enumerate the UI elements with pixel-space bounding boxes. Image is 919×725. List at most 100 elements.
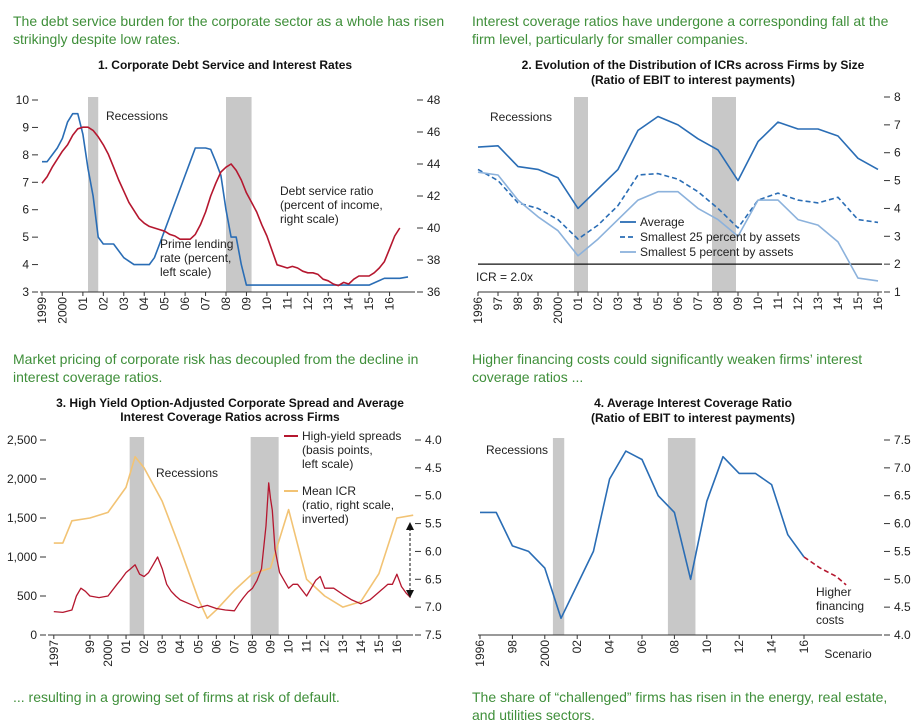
chart3-tick-label: 08 — [245, 640, 259, 654]
chart1-tick-label: 01 — [76, 297, 90, 311]
chart3-tick-label: 99 — [83, 640, 97, 654]
chart3-series-high-yield — [53, 482, 411, 614]
chart2-tick-label: 02 — [591, 297, 605, 311]
chart3-tick-label: 02 — [137, 640, 151, 654]
chart1-ytick-right-label: 46 — [427, 125, 441, 139]
chart3-ytick-right-label: 7.5 — [425, 628, 442, 642]
chart2-tick-label: 01 — [571, 297, 585, 311]
chart4-tick-label: 04 — [603, 640, 617, 654]
chart1-tick-label: 08 — [219, 297, 233, 311]
caption-bottom-left: ... resulting in a growing set of firms … — [13, 689, 340, 705]
chart4-ytick-right-label: 5.5 — [894, 544, 911, 558]
chart2-legend-label: Smallest 25 percent by assets — [640, 230, 800, 244]
chart1-tick-label: 06 — [178, 297, 192, 311]
chart4-tick-label: 98 — [505, 640, 519, 654]
chart3-ytick-right-label: 6.5 — [425, 572, 442, 586]
chart1-tick-label: 12 — [301, 297, 315, 311]
caption-top-left: The debt service burden for the corporat… — [13, 13, 445, 47]
chart2-series-average — [477, 115, 879, 210]
chart1-tick-label: 10 — [260, 297, 274, 311]
chart4-tick-label: 10 — [700, 640, 714, 654]
chart4-ytick-right-label: 4.5 — [894, 600, 911, 614]
chart1-tick-label: 14 — [342, 297, 356, 311]
chart1-series-label: Prime lending — [160, 237, 233, 251]
chart4-recession-band — [667, 438, 696, 635]
chart3-ytick-right-label: 7.0 — [425, 600, 442, 614]
chart3-series-label: (basis points, — [302, 443, 373, 457]
chart1-ytick-left-label: 7 — [22, 175, 29, 189]
chart1-series-debt-service — [41, 126, 401, 287]
chart4-subtitle: (Ratio of EBIT to interest payments) — [590, 411, 796, 425]
chart4-ytick-right-label: 4.0 — [894, 628, 911, 642]
chart1-ytick-left-label: 5 — [22, 230, 29, 244]
chart1-tick-label: 11 — [280, 297, 294, 310]
chart2-tick-label: 13 — [811, 297, 825, 311]
chart1-recessions-label: Recessions — [106, 109, 168, 123]
chart3-tick-label: 01 — [119, 640, 133, 654]
chart1-ytick-right-label: 36 — [427, 285, 441, 299]
chart1-tick-label: 15 — [362, 297, 376, 311]
chart4-ytick-right-label: 6.0 — [894, 517, 911, 531]
chart3-tick-label: 04 — [173, 640, 187, 654]
chart4-tick-label: 06 — [635, 640, 649, 654]
chart3-series-label: Mean ICR — [302, 484, 356, 498]
chart3-series-label: High-yield spreads — [302, 429, 401, 443]
chart2-series-smallest-5 — [477, 171, 879, 282]
chart2-legend-label: Average — [640, 215, 685, 229]
chart2-ytick-right-label: 2 — [894, 257, 901, 271]
chart2-ytick-right-label: 4 — [894, 201, 901, 215]
chart4-tick-label: 02 — [570, 640, 584, 654]
chart1-tick-label: 05 — [158, 297, 172, 311]
chart3-tick-label: 03 — [155, 640, 169, 654]
chart2-ytick-right-label: 6 — [894, 146, 901, 160]
chart1-ytick-left-label: 4 — [22, 258, 29, 272]
chart4-series-historical — [480, 450, 805, 620]
chart1-tick-label: 16 — [383, 297, 397, 311]
chart3-tick-label: 13 — [336, 640, 350, 654]
chart3-ytick-left-label: 1,500 — [7, 511, 37, 525]
chart3-ytick-left-label: 500 — [17, 589, 37, 603]
chart4-recessions-label: Recessions — [486, 443, 548, 457]
chart4-recession-band — [552, 438, 565, 635]
chart4-tick-label: 14 — [765, 640, 779, 654]
chart3-recession-band — [129, 437, 145, 635]
chart2-ytick-right-label: 3 — [894, 229, 901, 243]
chart3-ytick-right-label: 6.0 — [425, 544, 442, 558]
chart4-tick-label: 12 — [732, 640, 746, 654]
chart2-series-smallest-25 — [477, 168, 879, 240]
chart1-ytick-left-label: 10 — [16, 93, 30, 107]
chart1-ytick-left-label: 3 — [22, 285, 29, 299]
chart1-ytick-right-label: 38 — [427, 253, 441, 267]
chart1-ytick-right-label: 44 — [427, 157, 441, 171]
chart2-tick-label: 2000 — [551, 297, 565, 324]
chart3-ytick-left-label: 1,000 — [7, 550, 37, 564]
chart3-series-label: left scale) — [302, 457, 353, 471]
chart1-series-label: rate (percent, — [160, 251, 231, 265]
chart3-tick-label: 12 — [318, 640, 332, 654]
chart1-tick-label: 2000 — [55, 297, 69, 324]
chart3-tick-label: 16 — [390, 640, 404, 654]
caption-mid-left: Market pricing of corporate risk has dec… — [13, 351, 419, 385]
chart4-ytick-right-label: 5.0 — [894, 572, 911, 586]
chart2-ytick-right-label: 1 — [894, 285, 901, 299]
chart2-tick-label: 97 — [491, 297, 505, 311]
chart3-tick-label: 10 — [282, 640, 296, 654]
chart2-icr-label: ICR = 2.0x — [476, 270, 533, 284]
chart4-ytick-right-label: 7.5 — [894, 433, 911, 447]
chart2-subtitle: (Ratio of EBIT to interest payments) — [590, 73, 796, 87]
chart1-tick-label: 02 — [96, 297, 110, 311]
chart1-tick-label: 13 — [321, 297, 335, 311]
chart3-ytick-left-label: 2,500 — [7, 433, 37, 447]
chart2-tick-label: 10 — [751, 297, 765, 311]
chart4-tick-label: 16 — [797, 640, 811, 654]
chart2-tick-label: 09 — [731, 297, 745, 311]
chart2-tick-label: 06 — [671, 297, 685, 311]
chart2-tick-label: 11 — [771, 297, 785, 310]
chart4-tick-label: 2000 — [538, 640, 552, 667]
chart3-title: 3. High Yield Option-Adjusted Corporate … — [56, 396, 404, 424]
chart2-tick-label: 05 — [651, 297, 665, 311]
chart2-tick-label: 99 — [531, 297, 545, 311]
chart4-tick-label: 08 — [667, 640, 681, 654]
chart4-series-higher-financing — [803, 556, 847, 586]
